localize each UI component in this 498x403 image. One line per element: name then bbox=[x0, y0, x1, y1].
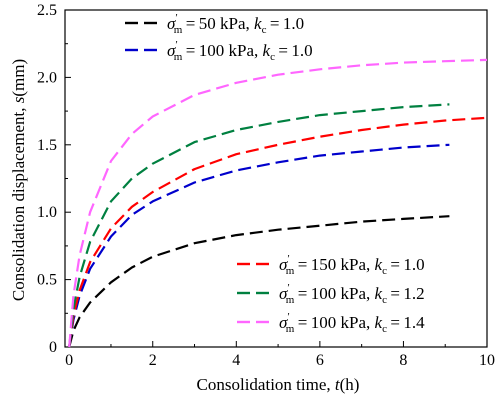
series-line bbox=[68, 58, 488, 348]
legend-label: σ′ m = 150 kPa, kc = 1.0 bbox=[279, 253, 425, 277]
legend-label: σ′ m = 100 kPa, kc = 1.4 bbox=[279, 311, 425, 335]
legend: σ′ m = 50 kPa, kc = 1.0 σ′ m = 100 kPa, kc … bbox=[125, 12, 425, 335]
y-tick-label: 1.0 bbox=[37, 204, 57, 221]
x-tick-label: 4 bbox=[232, 352, 240, 369]
y-tick-label: 2.5 bbox=[37, 2, 57, 19]
axes: 0 2 4 6 8 10 0 0.5 1.0 1.5 2.0 2.5 bbox=[37, 2, 495, 369]
x-tick-label: 2 bbox=[149, 352, 157, 369]
x-tick-label: 10 bbox=[479, 352, 495, 369]
series-line bbox=[68, 116, 488, 348]
y-tick-label: 1.5 bbox=[37, 137, 57, 154]
series-line bbox=[68, 215, 450, 348]
series-line bbox=[68, 143, 450, 348]
legend-label: σ′ m = 100 kPa, kc = 1.0 bbox=[167, 39, 313, 63]
x-tick-label: 6 bbox=[316, 352, 324, 369]
x-tick-label: 0 bbox=[65, 352, 73, 369]
legend-label: σ′ m = 100 kPa, kc = 1.2 bbox=[279, 282, 425, 306]
x-tick-label: 8 bbox=[399, 352, 407, 369]
y-tick-label: 2.0 bbox=[37, 69, 57, 86]
x-axis-title: Consolidation time, t(h) bbox=[197, 375, 360, 394]
legend-label: σ′ m = 50 kPa, kc = 1.0 bbox=[167, 12, 304, 36]
y-axis-title: Consolidation displacement, s(mm) bbox=[9, 59, 28, 301]
y-tick-label: 0 bbox=[49, 339, 57, 356]
y-tick-label: 0.5 bbox=[37, 272, 57, 289]
series-line bbox=[68, 103, 450, 348]
plot-lines bbox=[68, 58, 488, 348]
